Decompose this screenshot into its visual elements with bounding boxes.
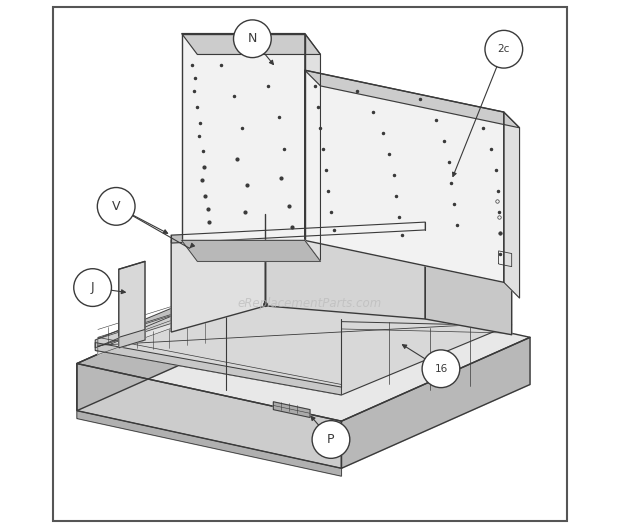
Polygon shape: [273, 402, 310, 418]
Circle shape: [485, 31, 523, 68]
Polygon shape: [95, 280, 512, 395]
Text: 16: 16: [435, 364, 448, 374]
Polygon shape: [425, 228, 512, 335]
Polygon shape: [171, 214, 265, 332]
Polygon shape: [504, 112, 520, 298]
Polygon shape: [305, 70, 520, 128]
Polygon shape: [98, 298, 226, 347]
Circle shape: [74, 269, 112, 306]
Polygon shape: [305, 70, 504, 282]
Text: V: V: [112, 200, 120, 213]
Circle shape: [422, 350, 460, 388]
Polygon shape: [77, 364, 342, 468]
Polygon shape: [95, 343, 342, 395]
Polygon shape: [171, 222, 425, 243]
Polygon shape: [265, 214, 425, 319]
Polygon shape: [77, 280, 530, 421]
Polygon shape: [342, 337, 530, 468]
Circle shape: [312, 421, 350, 458]
Text: P: P: [327, 433, 335, 446]
Circle shape: [234, 20, 271, 58]
Polygon shape: [95, 269, 265, 348]
Polygon shape: [182, 240, 321, 261]
Polygon shape: [182, 33, 305, 240]
Polygon shape: [98, 300, 226, 355]
Text: 2c: 2c: [498, 44, 510, 54]
Text: J: J: [91, 281, 94, 294]
Circle shape: [97, 187, 135, 225]
Text: N: N: [248, 32, 257, 45]
Polygon shape: [498, 251, 511, 267]
Polygon shape: [305, 33, 321, 261]
Polygon shape: [119, 261, 145, 348]
Polygon shape: [77, 411, 342, 476]
Polygon shape: [77, 280, 265, 411]
Polygon shape: [182, 33, 321, 54]
Text: eReplacementParts.com: eReplacementParts.com: [238, 297, 382, 310]
Polygon shape: [119, 329, 145, 348]
